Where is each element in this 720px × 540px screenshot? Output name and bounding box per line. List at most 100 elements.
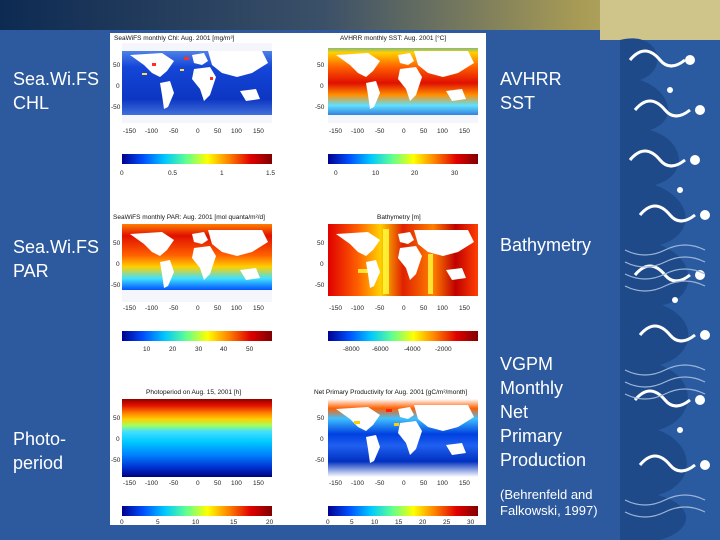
par-lat-tick: 0: [116, 261, 120, 268]
bathy-lon-tick: 100: [437, 305, 448, 312]
sst-cbar-tick: 20: [411, 170, 419, 177]
colorbar-npp: [328, 506, 478, 516]
sst-lon-tick: 50: [420, 128, 428, 135]
chl-lat-tick-1: 50: [113, 62, 121, 69]
bathy-lon-tick: 50: [420, 305, 428, 312]
colorbar-sst: [328, 154, 478, 164]
panel-title-sst: AVHRR monthly SST: Aug. 2001 [°C]: [340, 35, 447, 42]
chl-lon-tick: -100: [145, 128, 159, 135]
par-cbar-tick: 40: [220, 346, 228, 353]
chl-cbar-tick: 1.5: [266, 170, 276, 177]
photo-lon-tick: 150: [253, 480, 264, 487]
map-sst: [328, 43, 478, 123]
par-lon-tick: 150: [253, 305, 264, 312]
photo-cbar-tick: 15: [230, 519, 238, 526]
label-vgpm: VGPM Monthly Net Primary Production: [500, 354, 587, 470]
sst-lon-tick: -150: [329, 128, 343, 135]
par-lon-tick: 100: [231, 305, 242, 312]
colorbar-par: [122, 331, 272, 341]
chl-lat-tick-3: -50: [111, 104, 121, 111]
par-lon-tick: -100: [145, 305, 159, 312]
npp-cbar-tick: 20: [419, 519, 427, 526]
par-cbar-tick: 30: [195, 346, 203, 353]
sst-lat-tick: -50: [315, 104, 325, 111]
label-bathymetry: Bathymetry: [500, 235, 592, 255]
npp-lat-tick: 0: [320, 436, 324, 443]
chl-lon-tick: -50: [169, 128, 179, 135]
par-cbar-tick: 20: [169, 346, 177, 353]
bathy-lon-tick: 150: [459, 305, 470, 312]
sst-lat-tick: 50: [317, 62, 325, 69]
photo-lon-tick: 50: [214, 480, 222, 487]
sst-lon-tick: 150: [459, 128, 470, 135]
npp-lon-tick: -150: [329, 480, 343, 487]
photo-lon-tick: -100: [145, 480, 159, 487]
photo-lat-tick: -50: [111, 457, 121, 464]
par-lon-tick: -50: [169, 305, 179, 312]
photo-lon-tick: -50: [169, 480, 179, 487]
par-cbar-tick: 50: [246, 346, 254, 353]
par-lat-tick: 50: [113, 240, 121, 247]
sst-cbar-tick: 30: [451, 170, 459, 177]
panel-title-npp: Net Primary Productivity for Aug. 2001 […: [314, 389, 468, 396]
par-lon-tick: 50: [214, 305, 222, 312]
npp-lon-tick: 0: [402, 480, 406, 487]
bathy-cbar-tick: -2000: [435, 346, 452, 353]
bathy-lat-tick: 50: [317, 240, 325, 247]
panel-title-chl: SeaWiFS monthly Chl: Aug. 2001 [mg/m³]: [114, 35, 235, 42]
photo-lon-tick: 100: [231, 480, 242, 487]
bathy-lon-tick: -100: [351, 305, 365, 312]
wave-artwork-icon: [600, 0, 720, 540]
photo-cbar-tick: 5: [156, 519, 160, 526]
figure-panel: SeaWiFS monthly Chl: Aug. 2001 [mg/m³] 5…: [110, 33, 486, 526]
par-lon-tick: 0: [196, 305, 200, 312]
panel-title-photo: Photoperiod on Aug. 15, 2001 [h]: [146, 389, 242, 396]
photo-lon-tick: -150: [123, 480, 137, 487]
colorbar-chl: [122, 154, 272, 164]
npp-cbar-tick: 25: [443, 519, 451, 526]
sst-lon-tick: -100: [351, 128, 365, 135]
colorbar-photo: [122, 506, 272, 516]
chl-lon-tick: 0: [196, 128, 200, 135]
map-par: [122, 224, 272, 302]
photo-cbar-tick: 0: [120, 519, 124, 526]
photo-cbar-tick: 10: [192, 519, 200, 526]
npp-lat-tick: -50: [315, 457, 325, 464]
npp-cbar-tick: 15: [395, 519, 403, 526]
bathy-cbar-tick: -6000: [372, 346, 389, 353]
chl-cbar-tick: 0.5: [168, 170, 178, 177]
panel-title-bathy: Bathymetry [m]: [377, 214, 421, 221]
npp-lon-tick: 50: [420, 480, 428, 487]
label-seawifs-par: Sea.Wi.FS PAR: [13, 237, 100, 281]
photo-lon-tick: 0: [196, 480, 200, 487]
bathy-lon-tick: -50: [375, 305, 385, 312]
sst-lat-tick: 0: [320, 83, 324, 90]
npp-lon-tick: 150: [459, 480, 470, 487]
panel-title-par: SeaWiFS monthly PAR: Aug. 2001 [mol quan…: [113, 214, 265, 221]
bathy-lat-tick: -50: [315, 282, 325, 289]
map-chl: [122, 43, 272, 123]
label-avhrr-sst: AVHRR SST: [500, 69, 562, 113]
chl-lon-tick: 100: [231, 128, 242, 135]
sst-cbar-tick: 10: [372, 170, 380, 177]
sst-lon-tick: 100: [437, 128, 448, 135]
par-lon-tick: -150: [123, 305, 137, 312]
npp-cbar-tick: 30: [467, 519, 475, 526]
bathy-lon-tick: -150: [329, 305, 343, 312]
bathy-cbar-tick: -4000: [404, 346, 421, 353]
photo-lat-tick: 50: [113, 415, 121, 422]
npp-cbar-tick: 0: [326, 519, 330, 526]
chl-lon-tick: 50: [214, 128, 222, 135]
npp-lat-tick: 50: [317, 415, 325, 422]
bathy-lon-tick: 0: [402, 305, 406, 312]
label-seawifs-chl: Sea.Wi.FS CHL: [13, 69, 100, 113]
chl-lon-tick: 150: [253, 128, 264, 135]
chl-lat-tick-2: 0: [116, 83, 120, 90]
label-citation: (Behrenfeld and Falkowski, 1997): [500, 487, 598, 518]
npp-lon-tick: -50: [375, 480, 385, 487]
npp-cbar-tick: 5: [350, 519, 354, 526]
label-photoperiod: Photo- period: [13, 429, 67, 473]
par-lat-tick: -50: [111, 282, 121, 289]
map-bathy: [328, 224, 478, 302]
photo-cbar-tick: 20: [266, 519, 274, 526]
